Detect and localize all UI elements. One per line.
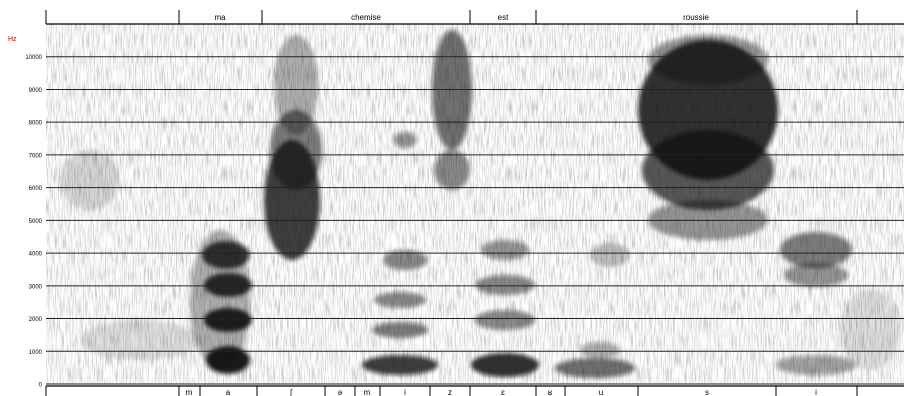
y-tick-label: 3000: [29, 284, 43, 290]
word-label: roussie: [683, 13, 709, 22]
energy-region: [372, 322, 428, 338]
energy-region: [270, 110, 322, 190]
word-label: chemise: [351, 13, 381, 22]
energy-region: [642, 130, 774, 210]
energy-region: [434, 150, 470, 190]
word-label: ma: [214, 13, 226, 22]
y-tick-label: 0: [39, 383, 43, 389]
phone-label: m: [364, 388, 371, 396]
word-tier: ma chemise est roussie: [45, 10, 904, 25]
energy-region: [383, 250, 427, 270]
word-label: est: [498, 13, 509, 22]
energy-region: [481, 240, 529, 260]
energy-region: [590, 243, 630, 267]
phone-label: s: [705, 388, 709, 396]
phone-label: ʁ: [548, 388, 553, 396]
energy-region: [274, 35, 318, 135]
y-tick-label: 2000: [29, 317, 43, 323]
grid-layer: [46, 56, 904, 385]
energy-region: [190, 230, 250, 370]
y-tick-label: 1000: [29, 350, 43, 356]
y-tick-label: 6000: [29, 186, 43, 192]
phone-label: z: [448, 388, 452, 396]
energy-region: [60, 150, 120, 210]
energy-region: [393, 132, 417, 148]
y-axis-unit: Hz: [8, 36, 17, 43]
energy-region: [80, 320, 200, 360]
phone-label: ʃ: [289, 388, 293, 396]
energy-region: [475, 310, 535, 330]
energy-region: [580, 342, 620, 358]
y-tick-label: 4000: [29, 252, 43, 258]
y-tick-label: 8000: [29, 121, 43, 127]
phone-label: ɛ: [501, 388, 505, 396]
phone-label: i: [815, 388, 817, 396]
energy-region: [784, 263, 848, 287]
energy-region: [840, 290, 900, 370]
energy-region: [555, 358, 635, 378]
y-tick-label: 9000: [29, 88, 43, 94]
phone-label: ə: [338, 388, 343, 396]
energy-region: [780, 232, 852, 268]
y-tick-label: 5000: [29, 219, 43, 225]
y-axis: 0 1000 2000 3000 4000 5000 6000 7000 8000 9000 100…: [25, 55, 42, 388]
phone-label: a: [226, 388, 231, 396]
energy-region: [471, 353, 539, 377]
phone-label: u: [599, 388, 603, 396]
phone-tier: m a ʃ ə m i z ɛ ʁ u s i: [45, 385, 904, 396]
energy-layer: [60, 30, 900, 378]
energy-region: [432, 30, 472, 150]
y-tick-label: 7000: [29, 153, 43, 159]
energy-region: [776, 355, 856, 375]
y-tick-label: 10000: [25, 55, 42, 61]
energy-region: [648, 35, 768, 85]
phone-label: m: [186, 388, 193, 396]
energy-region: [475, 275, 535, 295]
energy-region: [374, 292, 426, 308]
phone-label: i: [404, 388, 406, 396]
energy-region: [362, 355, 438, 375]
